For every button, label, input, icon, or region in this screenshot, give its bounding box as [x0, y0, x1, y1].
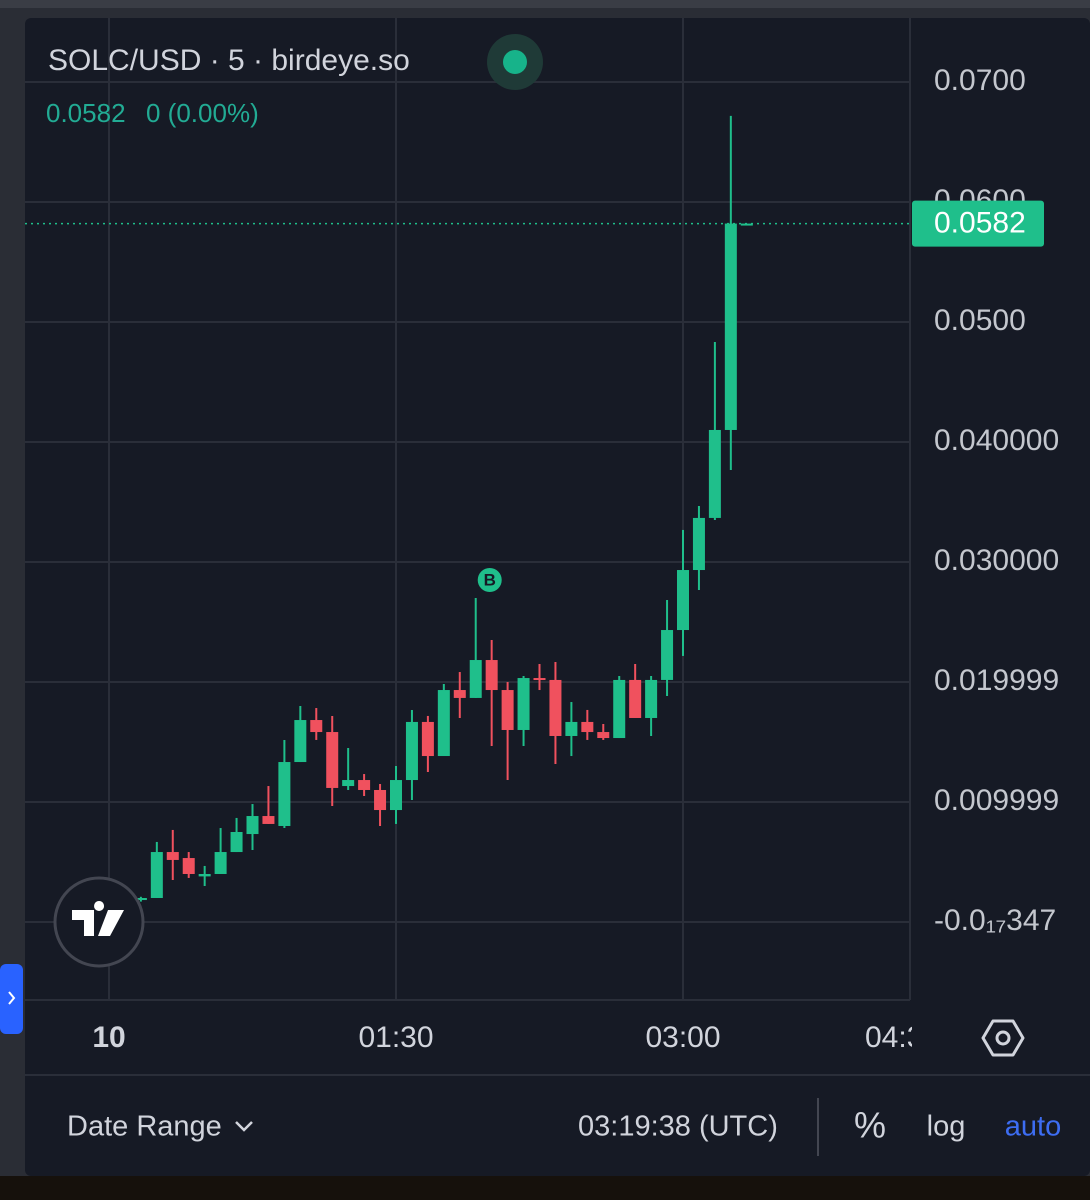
tradingview-logo[interactable] [53, 876, 145, 968]
log-button[interactable]: log [927, 1111, 966, 1143]
y-tick-label: 0.009999 [934, 784, 1059, 817]
candle-body [692, 517, 705, 571]
candle-body [326, 732, 339, 788]
axis-layer: 0.07000.06000.05000.0400000.0300000.0199… [92, 64, 1059, 1054]
candle-body [485, 660, 498, 691]
candle-body [214, 852, 227, 874]
candle-body [262, 816, 275, 824]
chart-panel [25, 18, 1090, 1176]
candle-body [246, 816, 259, 835]
y-tick-label: 0.0500 [934, 304, 1026, 337]
candle-body [645, 679, 658, 718]
candle-body [150, 852, 163, 898]
y-tick-label: 0.030000 [934, 544, 1059, 577]
candle-body [581, 721, 594, 733]
candle-body [294, 720, 307, 763]
candle-body [198, 873, 211, 877]
trade-marker-label: B [484, 570, 496, 589]
clock: 03:19:38 (UTC) [578, 1111, 778, 1143]
percent-button[interactable]: % [854, 1105, 886, 1146]
grid-layer [25, 18, 910, 1000]
status-dot [503, 50, 527, 74]
date-range-button[interactable]: Date Range [67, 1111, 222, 1143]
candle-body [358, 780, 371, 790]
x-tick-group: 10 01:30 03:00 04:30 [92, 1021, 940, 1054]
candle-body [421, 721, 434, 757]
settings-icon[interactable] [981, 1019, 1025, 1057]
candle-body [390, 780, 402, 811]
last-price-box [912, 200, 1044, 247]
candle-body [661, 630, 674, 680]
x-tick-label: 03:00 [645, 1021, 720, 1054]
candle-body [613, 679, 626, 739]
candle-body [549, 679, 562, 736]
candle-body [740, 223, 753, 226]
legend-change: 0 (0.00%) [146, 98, 259, 128]
candle-body [230, 831, 243, 853]
side-panel-toggle[interactable] [0, 964, 23, 1034]
trade-marker [477, 567, 502, 592]
candle-body [597, 732, 610, 739]
x-tick-label: 10 [92, 1021, 125, 1054]
top-strip [0, 0, 1090, 8]
candle-body [565, 721, 578, 736]
y-tick-label: -0.0₁₇347 [934, 904, 1056, 937]
candle-body [437, 690, 450, 757]
y-tick-label: 0.0700 [934, 64, 1026, 97]
candle-body [278, 762, 291, 826]
candle-body [517, 678, 530, 730]
auto-button[interactable]: auto [1005, 1111, 1061, 1143]
candle-layer: B [25, 115, 910, 902]
bottom-strip [0, 1176, 1090, 1200]
candle-body [677, 570, 689, 631]
x-tick-label: 01:30 [358, 1021, 433, 1054]
chart-title: SOLC/USD · 5 · birdeye.so [48, 44, 410, 77]
candle-body [533, 678, 546, 681]
y-tick-label: 0.019999 [934, 664, 1059, 697]
last-price-label: 0.0582 [934, 206, 1026, 239]
candle-body [469, 660, 482, 698]
candle-body [501, 690, 514, 730]
candle-body [182, 858, 195, 874]
candle-body [374, 789, 387, 811]
candle-body [134, 897, 147, 901]
candle-body [405, 721, 418, 781]
candle-body [453, 690, 466, 698]
y-tick-label: 0.040000 [934, 424, 1059, 457]
x-tick-label: 04:30 [865, 1021, 940, 1054]
candle-body [310, 720, 323, 733]
candle-body [724, 223, 737, 430]
candle-body [708, 429, 721, 518]
candle-body [629, 679, 642, 718]
candle-body [342, 780, 355, 787]
date-range-chevron[interactable] [235, 1121, 253, 1132]
candle-body [166, 852, 179, 860]
legend-price: 0.0582 [46, 98, 126, 128]
